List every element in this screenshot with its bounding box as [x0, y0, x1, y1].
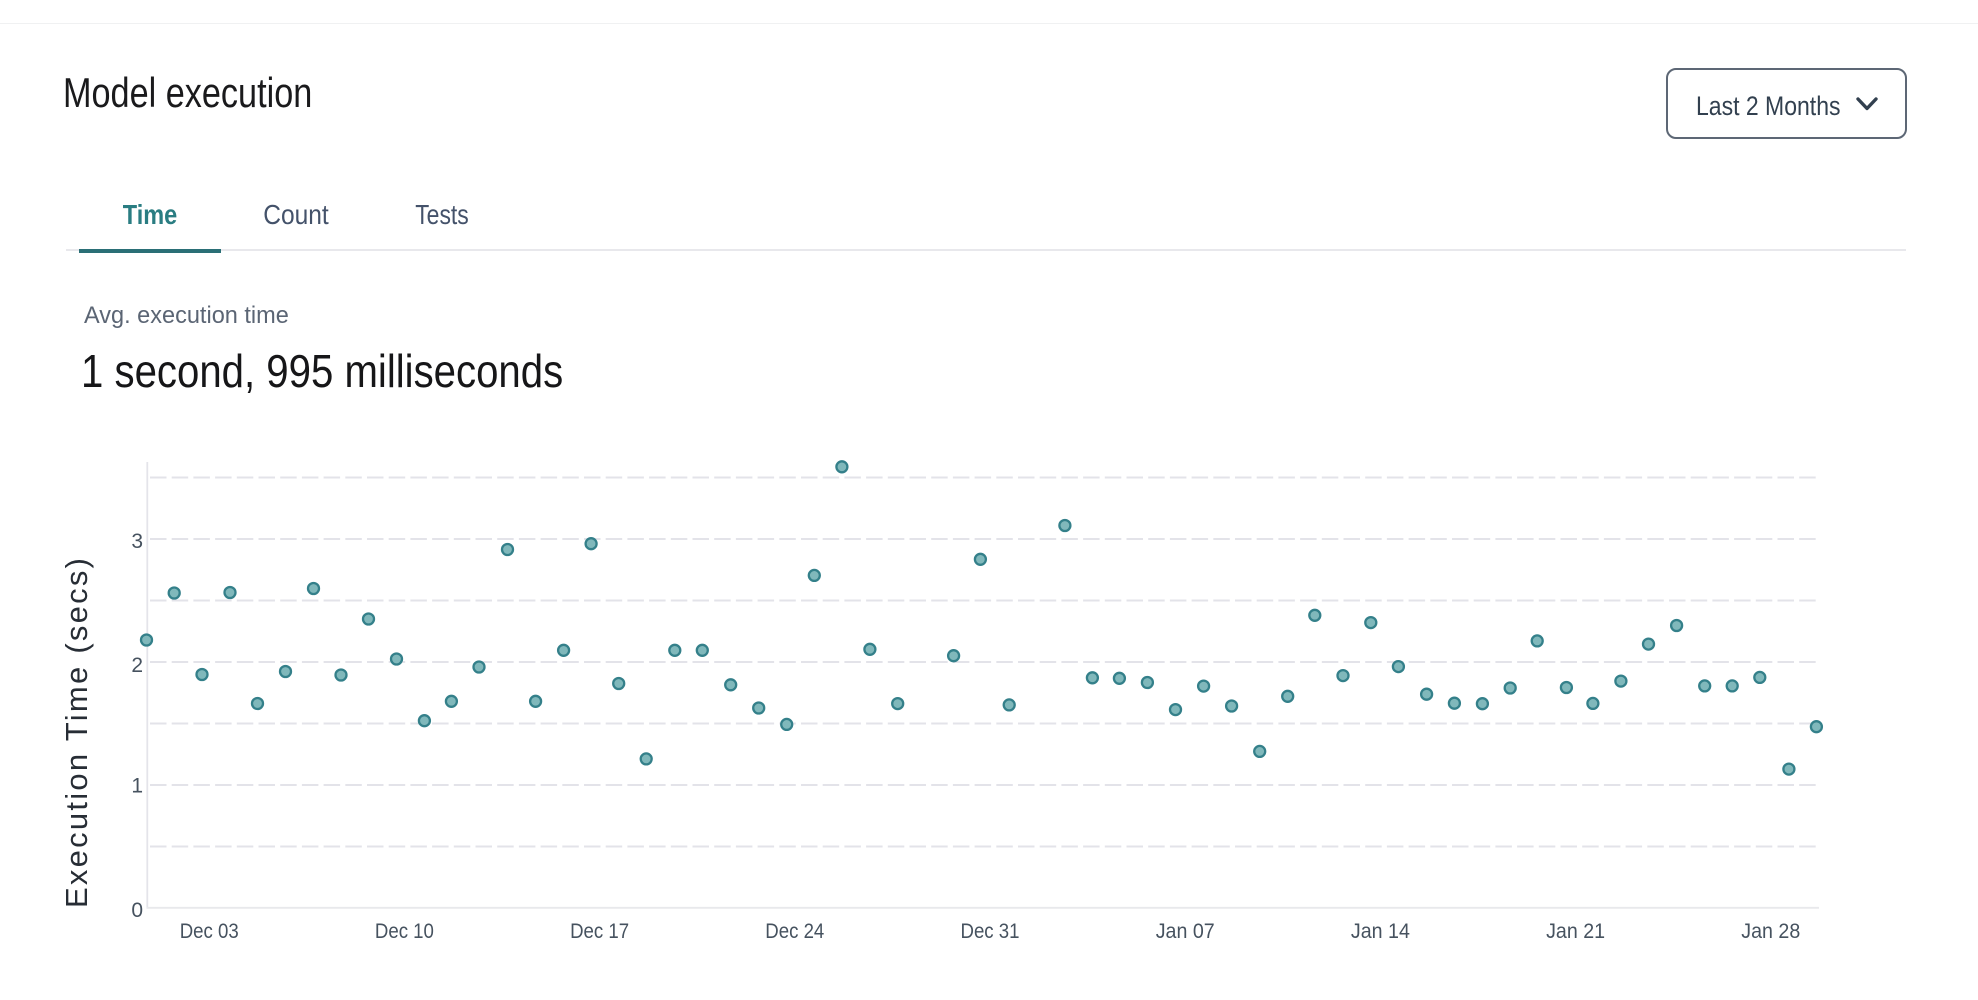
svg-text:1: 1 — [131, 774, 143, 797]
svg-text:Dec 24: Dec 24 — [765, 920, 824, 943]
svg-text:Execution Time (secs): Execution Time (secs) — [59, 558, 94, 908]
svg-text:Jan 14: Jan 14 — [1351, 920, 1410, 943]
svg-text:Dec 10: Dec 10 — [375, 920, 434, 943]
svg-text:Dec 17: Dec 17 — [570, 920, 629, 943]
svg-text:3: 3 — [131, 530, 143, 553]
svg-text:Dec 03: Dec 03 — [180, 920, 239, 943]
svg-text:Jan 07: Jan 07 — [1156, 920, 1215, 943]
svg-text:Dec 31: Dec 31 — [961, 920, 1020, 943]
svg-text:0: 0 — [131, 899, 143, 922]
svg-text:Jan 21: Jan 21 — [1546, 920, 1605, 943]
svg-text:2: 2 — [131, 654, 143, 677]
svg-text:Jan 28: Jan 28 — [1741, 920, 1800, 943]
